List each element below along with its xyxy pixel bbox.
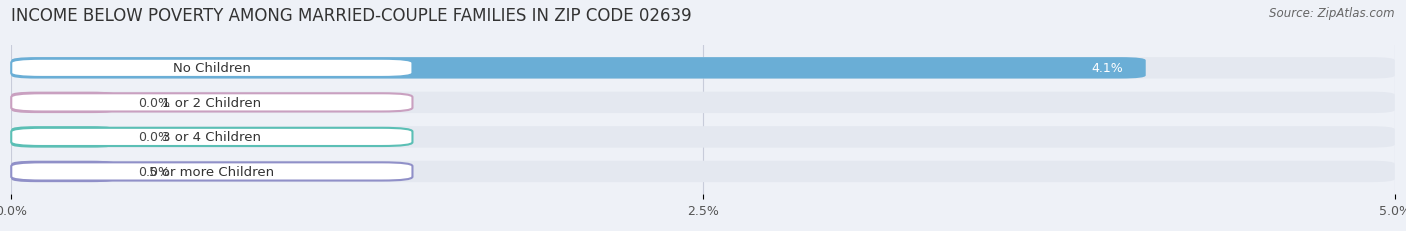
FancyBboxPatch shape [11,58,1146,79]
FancyBboxPatch shape [11,128,412,146]
FancyBboxPatch shape [11,94,412,112]
Text: 0.0%: 0.0% [139,131,170,144]
FancyBboxPatch shape [11,58,1395,79]
FancyBboxPatch shape [11,161,1395,182]
Text: Source: ZipAtlas.com: Source: ZipAtlas.com [1270,7,1395,20]
Text: 1 or 2 Children: 1 or 2 Children [162,97,262,109]
FancyBboxPatch shape [11,161,117,182]
Text: 5 or more Children: 5 or more Children [149,165,274,178]
Text: 0.0%: 0.0% [139,165,170,178]
FancyBboxPatch shape [11,163,412,181]
Text: No Children: No Children [173,62,250,75]
Text: 4.1%: 4.1% [1092,62,1123,75]
Text: 3 or 4 Children: 3 or 4 Children [162,131,262,144]
Text: INCOME BELOW POVERTY AMONG MARRIED-COUPLE FAMILIES IN ZIP CODE 02639: INCOME BELOW POVERTY AMONG MARRIED-COUPL… [11,7,692,25]
Text: 0.0%: 0.0% [139,97,170,109]
FancyBboxPatch shape [11,92,117,114]
FancyBboxPatch shape [11,127,1395,148]
FancyBboxPatch shape [11,127,117,148]
FancyBboxPatch shape [11,92,1395,114]
FancyBboxPatch shape [11,60,412,78]
